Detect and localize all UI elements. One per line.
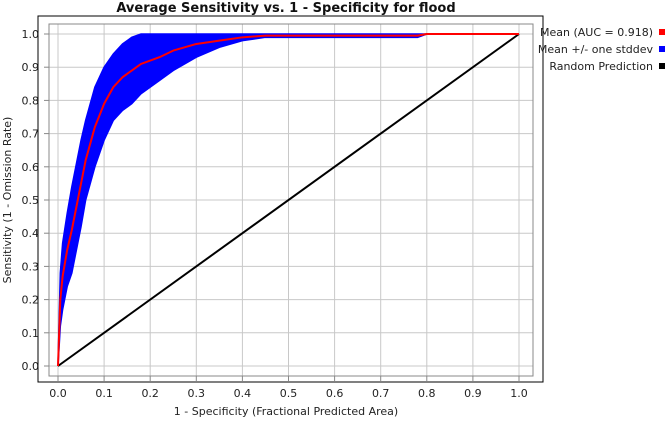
- y-tick-label: 1.0: [22, 28, 40, 41]
- x-tick-label: 0.2: [141, 387, 159, 400]
- legend-label: Mean (AUC = 0.918): [540, 26, 653, 39]
- x-tick-label: 0.7: [372, 387, 390, 400]
- legend: Mean (AUC = 0.918) Mean +/- one stddev Ran…: [538, 26, 665, 73]
- x-tick-label: 1.0: [510, 387, 528, 400]
- x-tick-label: 0.0: [49, 387, 67, 400]
- x-axis-label: 1 - Specificity (Fractional Predicted Ar…: [174, 405, 398, 418]
- random-prediction-series: [57, 33, 520, 367]
- legend-label: Mean +/- one stddev: [538, 43, 654, 56]
- y-tick-label: 0.6: [22, 161, 40, 174]
- y-tick-label: 0.4: [22, 227, 40, 240]
- legend-swatch: [659, 63, 665, 69]
- x-tick-label: 0.9: [464, 387, 482, 400]
- y-tick-label: 0.8: [22, 94, 40, 107]
- stddev-band-area: [57, 33, 519, 367]
- y-tick-label: 0.3: [22, 260, 40, 273]
- y-tick-label: 0.5: [22, 194, 40, 207]
- y-tick-label: 0.0: [22, 360, 40, 373]
- x-tick-label: 0.1: [95, 387, 113, 400]
- x-tick-label: 0.3: [188, 387, 206, 400]
- x-tick-label: 0.4: [234, 387, 252, 400]
- x-axis-ticks: 0.0 0.1 0.2 0.3 0.4 0.5 0.6 0.7 0.8 0.9 1.0: [49, 376, 528, 400]
- mean-series: [57, 33, 519, 367]
- random-prediction-line: [57, 33, 520, 367]
- y-tick-label: 0.1: [22, 327, 40, 340]
- stddev-band: [57, 33, 519, 367]
- mean-line: [57, 33, 519, 367]
- y-tick-label: 0.9: [22, 61, 40, 74]
- x-tick-label: 0.8: [418, 387, 436, 400]
- y-axis-label: Sensitivity (1 - Omission Rate): [1, 117, 14, 284]
- legend-label: Random Prediction: [549, 60, 653, 73]
- y-axis-ticks: 0.0 0.1 0.2 0.3 0.4 0.5 0.6 0.7 0.8 0.9 1.0: [22, 28, 49, 373]
- legend-swatch: [659, 46, 665, 52]
- legend-swatch: [659, 29, 665, 35]
- y-tick-label: 0.2: [22, 294, 40, 307]
- chart-title: Average Sensitivity vs. 1 - Specificity …: [116, 1, 455, 16]
- y-tick-label: 0.7: [22, 128, 40, 141]
- x-tick-label: 0.5: [280, 387, 298, 400]
- x-tick-label: 0.6: [326, 387, 344, 400]
